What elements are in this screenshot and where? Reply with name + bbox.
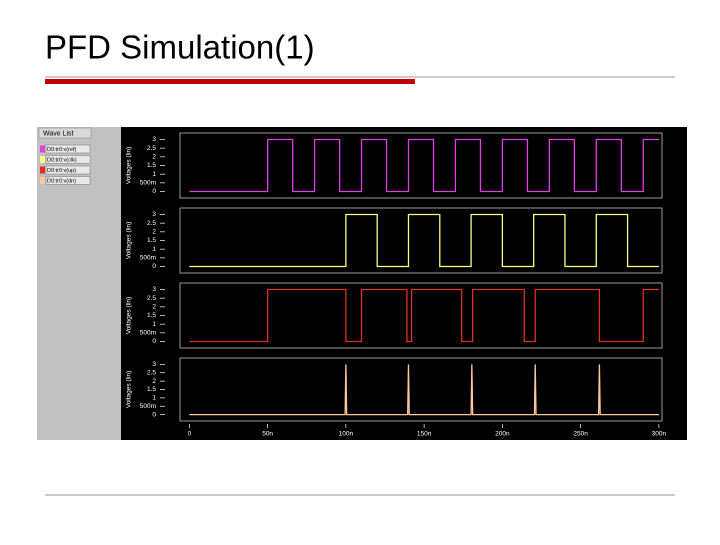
y-axis-label: Voltages (lin) (126, 297, 133, 335)
y-tick-label: 500m (140, 255, 156, 262)
y-tick-label: 2.5 (147, 145, 156, 152)
y-tick-label: 500m (140, 330, 156, 337)
legend-label: D0:tr0:v(up) (47, 168, 76, 174)
y-tick-label: 2.5 (147, 369, 156, 376)
y-axis-label: Voltages (lin) (126, 371, 133, 409)
x-tick-label: 250n (573, 431, 588, 438)
y-tick-label: 3 (152, 286, 156, 293)
legend-label: D0:tr0:v(clk) (47, 157, 77, 163)
y-tick-label: 1 (152, 395, 156, 402)
title-accent (45, 79, 415, 84)
x-tick-label: 0 (188, 431, 192, 438)
y-tick-label: 1.5 (147, 162, 156, 169)
wave-list-tab[interactable] (38, 127, 92, 139)
legend-entry[interactable] (45, 165, 91, 175)
y-tick-label: 2.5 (147, 295, 156, 302)
wave-list-tab-label: Wave List (43, 130, 74, 137)
panel-frame (179, 357, 663, 422)
legend-entry[interactable] (45, 176, 91, 185)
y-tick-label: 0 (152, 338, 156, 345)
y-tick-label: 1 (152, 246, 156, 253)
y-tick-label: 1.5 (147, 237, 156, 244)
y-tick-label: 500m (140, 180, 156, 187)
legend-label: D0:tr0:v(dn) (47, 178, 76, 184)
x-tick-label: 50n (262, 431, 273, 438)
y-tick-label: 1 (152, 171, 156, 178)
legend-entry[interactable] (45, 144, 91, 154)
legend-swatch (40, 166, 45, 174)
panel-frame (179, 207, 663, 274)
y-tick-label: 0 (152, 188, 156, 195)
y-tick-label: 1.5 (147, 386, 156, 393)
y-tick-label: 500m (140, 403, 156, 410)
waveform (189, 213, 659, 268)
x-tick-label: 200n (495, 431, 510, 438)
x-tick-label: 100n (339, 431, 354, 438)
y-tick-label: 2 (152, 304, 156, 311)
waveform (189, 364, 659, 416)
waveform (189, 288, 659, 343)
legend-entry[interactable] (45, 155, 91, 164)
panel-frame (179, 282, 663, 349)
y-tick-label: 2.5 (147, 220, 156, 227)
y-tick-label: 0 (152, 411, 156, 418)
y-axis-label: Voltages (lin) (126, 222, 133, 260)
y-axis-label: Voltages (lin) (126, 147, 133, 185)
y-tick-label: 3 (152, 361, 156, 368)
slide-title: PFD Simulation(1) (45, 29, 315, 66)
waveform (189, 138, 659, 193)
y-tick-label: 2 (152, 154, 156, 161)
y-tick-label: 3 (152, 211, 156, 218)
legend-swatch (40, 177, 45, 184)
x-tick-label: 300n (652, 431, 667, 438)
y-tick-label: 2 (152, 378, 156, 385)
y-tick-label: 3 (152, 136, 156, 143)
y-tick-label: 1.5 (147, 312, 156, 319)
panel-frame (179, 132, 663, 199)
legend-swatch (40, 145, 45, 153)
legend-label: D0:tr0:v(ref) (47, 147, 77, 153)
y-tick-label: 1 (152, 321, 156, 328)
legend-swatch (40, 156, 45, 163)
x-tick-label: 150n (417, 431, 432, 438)
y-tick-label: 0 (152, 263, 156, 270)
y-tick-label: 2 (152, 229, 156, 236)
